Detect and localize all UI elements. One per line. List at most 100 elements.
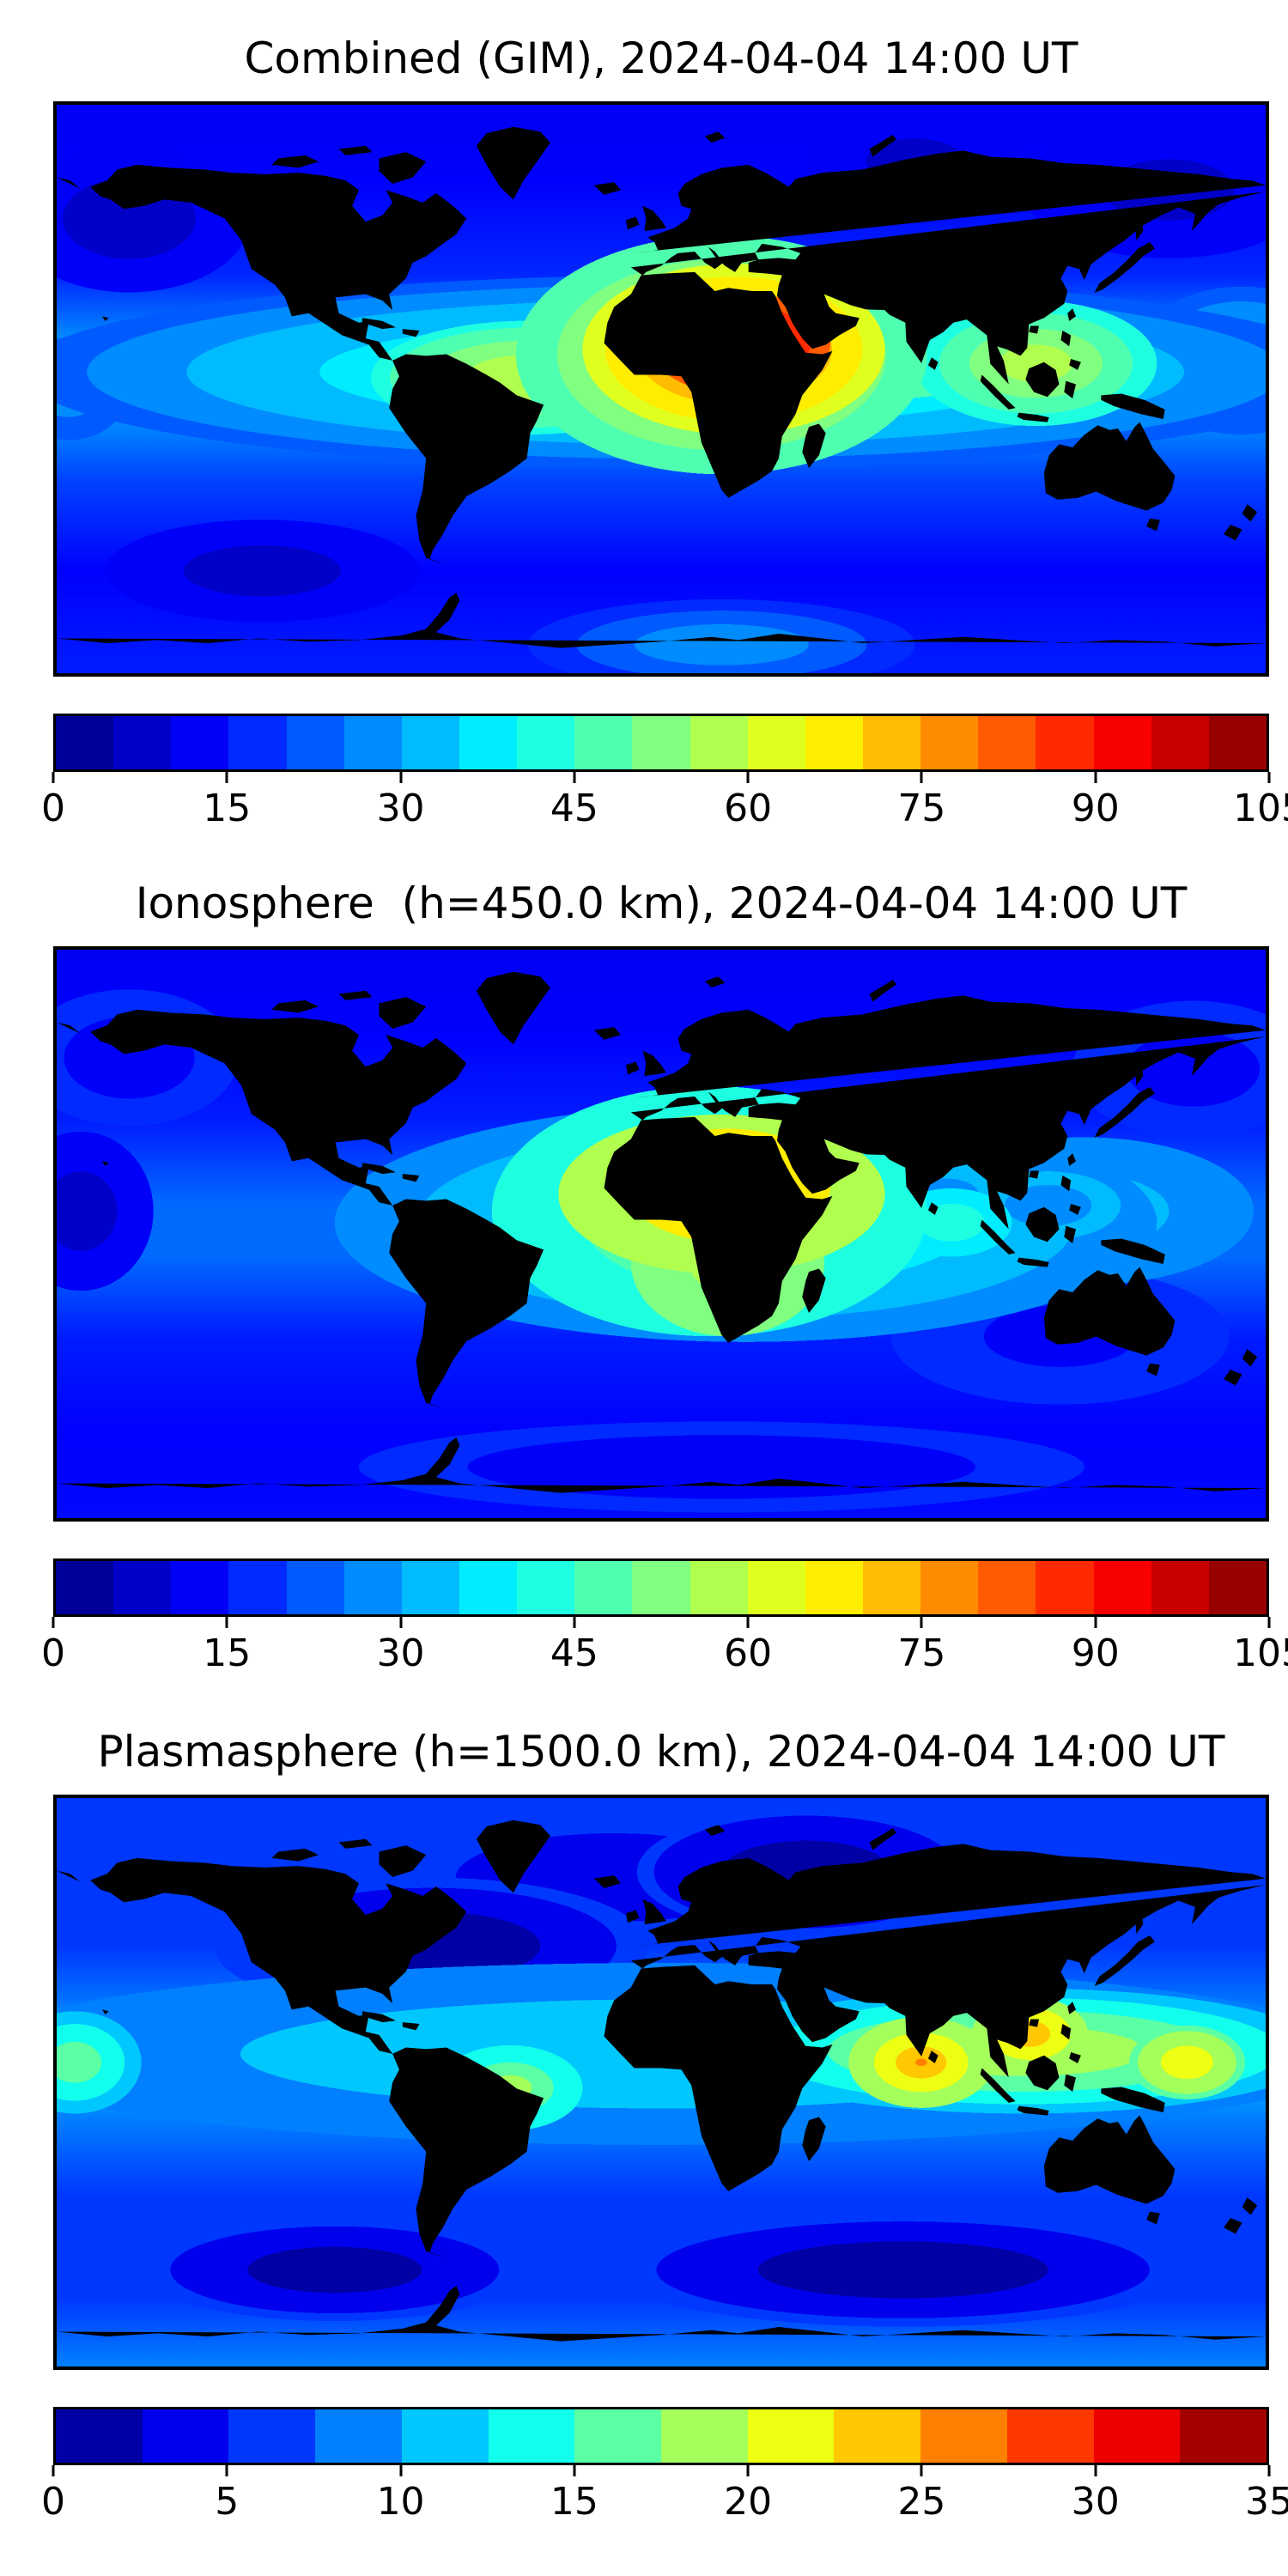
colorbar-tick: [920, 1617, 923, 1628]
colorbar-segment: [228, 716, 287, 769]
colorbar-tick-label: 15: [203, 787, 252, 830]
colorbar-segment: [1208, 716, 1267, 769]
colorbar-tick: [399, 2465, 403, 2476]
colorbar-segment: [632, 716, 690, 769]
colorbar-tick: [920, 772, 923, 783]
colorbar-tick-labels-combined: 0 15 30 45 60 75 90 105: [41, 787, 1288, 833]
colorbar-segment: [517, 1561, 575, 1614]
colorbar-tick: [573, 1617, 576, 1628]
colorbar-tick-label: 15: [203, 1631, 252, 1675]
colorbar-segment: [632, 1561, 690, 1614]
colorbar-segment: [920, 1561, 979, 1614]
colorbar-tick-label: 25: [897, 2480, 946, 2524]
colorbar-ionosphere: [53, 1558, 1269, 1617]
colorbar-tick: [573, 772, 576, 783]
colorbar-segment: [1208, 1561, 1267, 1614]
colorbar-segment: [113, 1561, 172, 1614]
colorbar-segment: [1036, 1561, 1094, 1614]
colorbar-segment: [113, 716, 172, 769]
colorbar-tick: [746, 1617, 750, 1628]
colorbar-tick: [573, 2465, 576, 2476]
colorbar-segment: [978, 716, 1036, 769]
colorbar-segment: [228, 1561, 287, 1614]
colorbar-tick: [1267, 2465, 1271, 2476]
colorbar-tick-label: 30: [376, 787, 425, 830]
colorbar-tick-labels-plasmasphere: 0 5 10 15 20 25 30 35: [41, 2480, 1288, 2526]
colorbar-segment: [805, 1561, 863, 1614]
colorbar-tick: [225, 1617, 228, 1628]
colorbar-ticks-ionosphere: [52, 1617, 1271, 1628]
colorbar-tick: [399, 772, 403, 783]
colorbar-segment: [459, 716, 518, 769]
colorbar-segment: [1180, 2409, 1267, 2463]
colorbar-tick-label: 105: [1233, 1631, 1288, 1675]
colorbar-segment: [343, 1561, 402, 1614]
colorbar-segment: [574, 1561, 633, 1614]
panel-title-ionosphere: Ionosphere (h=450.0 km), 2024-04-04 14:0…: [135, 878, 1188, 928]
panel-title-plasmasphere: Plasmasphere (h=1500.0 km), 2024-04-04 1…: [97, 1727, 1225, 1777]
colorbar-plasmasphere: [53, 2407, 1269, 2465]
colorbar-segment: [805, 716, 863, 769]
colorbar-segment: [517, 716, 575, 769]
colorbar-segment: [920, 2409, 1007, 2463]
colorbar-tick: [1267, 1617, 1271, 1628]
panel-plasmasphere: Plasmasphere (h=1500.0 km), 2024-04-04 1…: [0, 1693, 1288, 2552]
colorbar-segment: [747, 716, 805, 769]
colorbar-tick: [746, 2465, 750, 2476]
colorbar-tick-label: 45: [550, 1631, 598, 1675]
colorbar-segment: [834, 2409, 921, 2463]
colorbar-tick-label: 30: [1071, 2480, 1120, 2524]
colorbar-segment: [343, 716, 402, 769]
colorbar-segment: [1151, 716, 1209, 769]
colorbar-tick-label: 0: [41, 787, 65, 830]
colorbar-segment: [286, 716, 344, 769]
panel-title-combined: Combined (GIM), 2024-04-04 14:00 UT: [244, 33, 1078, 83]
colorbar-tick-label: 105: [1233, 787, 1288, 830]
colorbar-segment: [459, 1561, 518, 1614]
colorbar-segment: [401, 1561, 459, 1614]
colorbar-segment: [1093, 2409, 1181, 2463]
map-combined-gim: [53, 101, 1269, 677]
colorbar-segment: [401, 2409, 489, 2463]
colorbar-segment: [574, 716, 633, 769]
colorbar-tick: [1094, 2465, 1097, 2476]
colorbar-segment: [56, 2409, 143, 2463]
colorbar-tick: [52, 772, 55, 783]
colorbar-tick: [399, 1617, 403, 1628]
colorbar-segment: [862, 1561, 921, 1614]
colorbar-tick: [1094, 772, 1097, 783]
colorbar-tick-label: 35: [1245, 2480, 1288, 2524]
colorbar-tick-label: 10: [376, 2480, 425, 2524]
colorbar-segment: [747, 1561, 805, 1614]
colorbar-tick: [52, 2465, 55, 2476]
colorbar-segment: [315, 2409, 402, 2463]
colorbar-tick: [920, 2465, 923, 2476]
colorbar-segment: [747, 2409, 835, 2463]
colorbar-segment: [690, 1561, 748, 1614]
colorbar-tick-label: 75: [897, 1631, 946, 1675]
colorbar-tick-label: 0: [41, 2480, 65, 2524]
colorbar-segment: [56, 1561, 114, 1614]
colorbar-segment: [228, 2409, 316, 2463]
colorbar-segment: [690, 716, 748, 769]
colorbar-segment: [56, 716, 114, 769]
colorbar-tick-label: 15: [550, 2480, 598, 2524]
colorbar-tick-label: 0: [41, 1631, 65, 1675]
colorbar-segment: [142, 2409, 229, 2463]
colorbar-tick-label: 60: [724, 787, 773, 830]
colorbar-tick-label: 90: [1071, 1631, 1120, 1675]
colorbar-tick: [52, 1617, 55, 1628]
panel-ionosphere: Ionosphere (h=450.0 km), 2024-04-04 14:0…: [0, 845, 1288, 1704]
world-coastlines: [57, 971, 1266, 1493]
world-coastlines: [57, 126, 1266, 648]
colorbar-segment: [488, 2409, 575, 2463]
colorbar-segment: [574, 2409, 662, 2463]
colorbar-segment: [862, 716, 921, 769]
colorbar-tick-labels-ionosphere: 0 15 30 45 60 75 90 105: [41, 1631, 1288, 1678]
colorbar-segment: [920, 716, 979, 769]
map-ionosphere: [53, 946, 1269, 1522]
colorbar-tick-label: 90: [1071, 787, 1120, 830]
colorbar-tick: [1094, 1617, 1097, 1628]
colorbar-tick-label: 30: [376, 1631, 425, 1675]
